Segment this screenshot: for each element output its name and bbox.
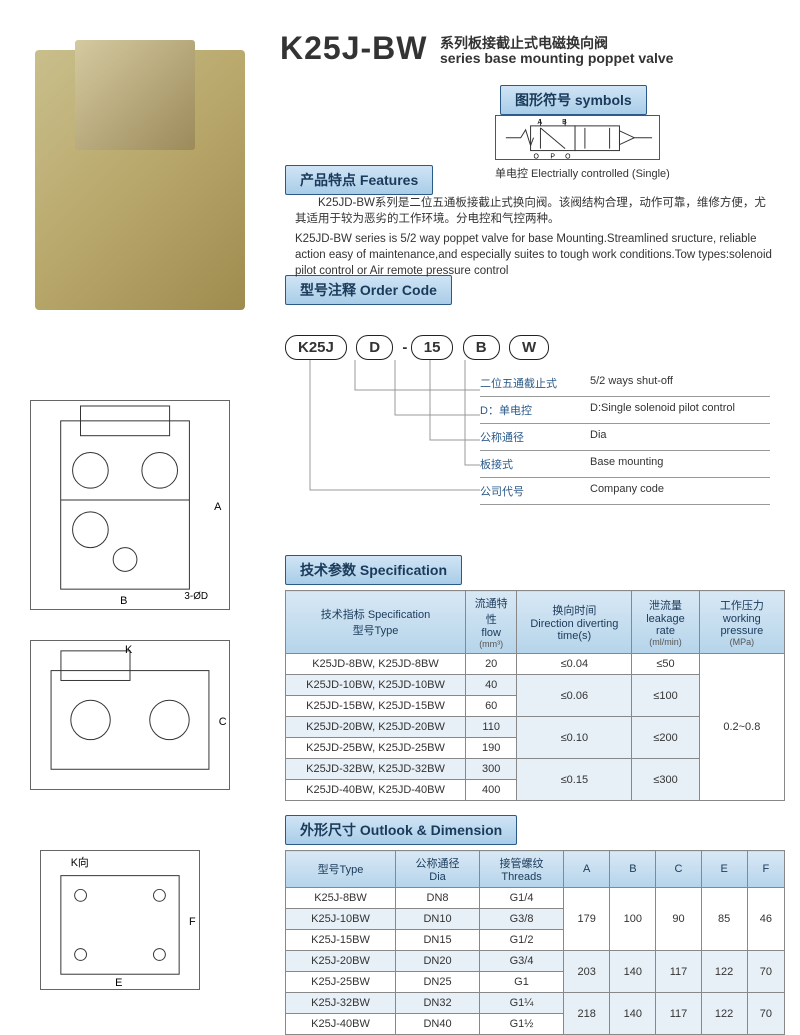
svg-text:O: O	[534, 153, 540, 160]
svg-text:O: O	[565, 153, 571, 160]
order-code-legend: 二位五通截止式5/2 ways shut-off D：单电控D:Single s…	[480, 370, 770, 505]
features-en: K25JD-BW series is 5/2 way poppet valve …	[295, 231, 775, 279]
symbol-caption: 单电控 Electrially controlled (Single)	[495, 165, 670, 181]
oc-legend-row: 公司代号Company code	[480, 478, 770, 505]
symbol-diagram: A B O P O	[495, 115, 660, 160]
svg-text:C: C	[219, 716, 227, 728]
oc-part-1: D	[356, 335, 393, 360]
dim-table: 型号Type 公称通径Dia 接管螺纹Threads ABCEF K25J-8B…	[285, 850, 785, 1035]
oc-legend-row: D：单电控D:Single solenoid pilot control	[480, 397, 770, 424]
product-title: K25J-BW	[280, 30, 427, 67]
oc-part-0: K25J	[285, 335, 347, 360]
features-cn: K25JD-BW系列是二位五通板接截止式换向阀。该阀结构合理，动作可靠，维修方便…	[295, 195, 775, 227]
spec-table: 技术指标 Specification型号Type 流通特性flow(mm³) 换…	[285, 590, 785, 801]
svg-text:F: F	[189, 916, 196, 928]
oc-part-4: B	[463, 335, 500, 360]
order-code-block: K25J D - 15 B W	[285, 335, 555, 360]
svg-text:A: A	[214, 501, 222, 513]
drawing-front: A B 3-ØD	[30, 400, 230, 610]
svg-text:A: A	[537, 119, 542, 126]
svg-text:P: P	[550, 153, 555, 160]
oc-part-5: W	[509, 335, 549, 360]
oc-part-3: 15	[411, 335, 454, 360]
svg-text:K向: K向	[71, 855, 89, 869]
table-row: K25JD-8BW, K25JD-8BW20≤0.04≤500.2~0.8	[286, 654, 785, 675]
oc-legend-row: 板接式Base mounting	[480, 451, 770, 478]
title-en: series base mounting poppet valve	[440, 50, 673, 66]
section-spec: 技术参数 Specification	[285, 555, 462, 585]
features-text: K25JD-BW系列是二位五通板接截止式换向阀。该阀结构合理，动作可靠，维修方便…	[295, 195, 775, 283]
section-features: 产品特点 Features	[285, 165, 433, 195]
svg-text:E: E	[115, 977, 122, 989]
oc-legend-row: 二位五通截止式5/2 ways shut-off	[480, 370, 770, 397]
drawing-side: K C	[30, 640, 230, 790]
section-symbols: 图形符号 symbols	[500, 85, 647, 115]
order-code-lines	[285, 360, 485, 510]
svg-text:B: B	[562, 119, 567, 126]
table-row: K25J-20BWDN20G3/420314011712270	[286, 951, 785, 972]
svg-text:K: K	[125, 644, 133, 656]
oc-sep: -	[402, 339, 407, 356]
model-number: K25J-BW	[280, 30, 427, 66]
svg-text:B: B	[120, 595, 127, 607]
oc-legend-row: 公称通径Dia	[480, 424, 770, 451]
table-row: K25J-32BWDN32G1¼21814011712270	[286, 993, 785, 1014]
table-row: K25J-8BWDN8G1/4179100908546	[286, 888, 785, 909]
drawing-k: K向 F E	[40, 850, 200, 990]
svg-text:3-ØD: 3-ØD	[184, 591, 208, 602]
section-dim: 外形尺寸 Outlook & Dimension	[285, 815, 517, 845]
product-photo	[35, 50, 245, 310]
